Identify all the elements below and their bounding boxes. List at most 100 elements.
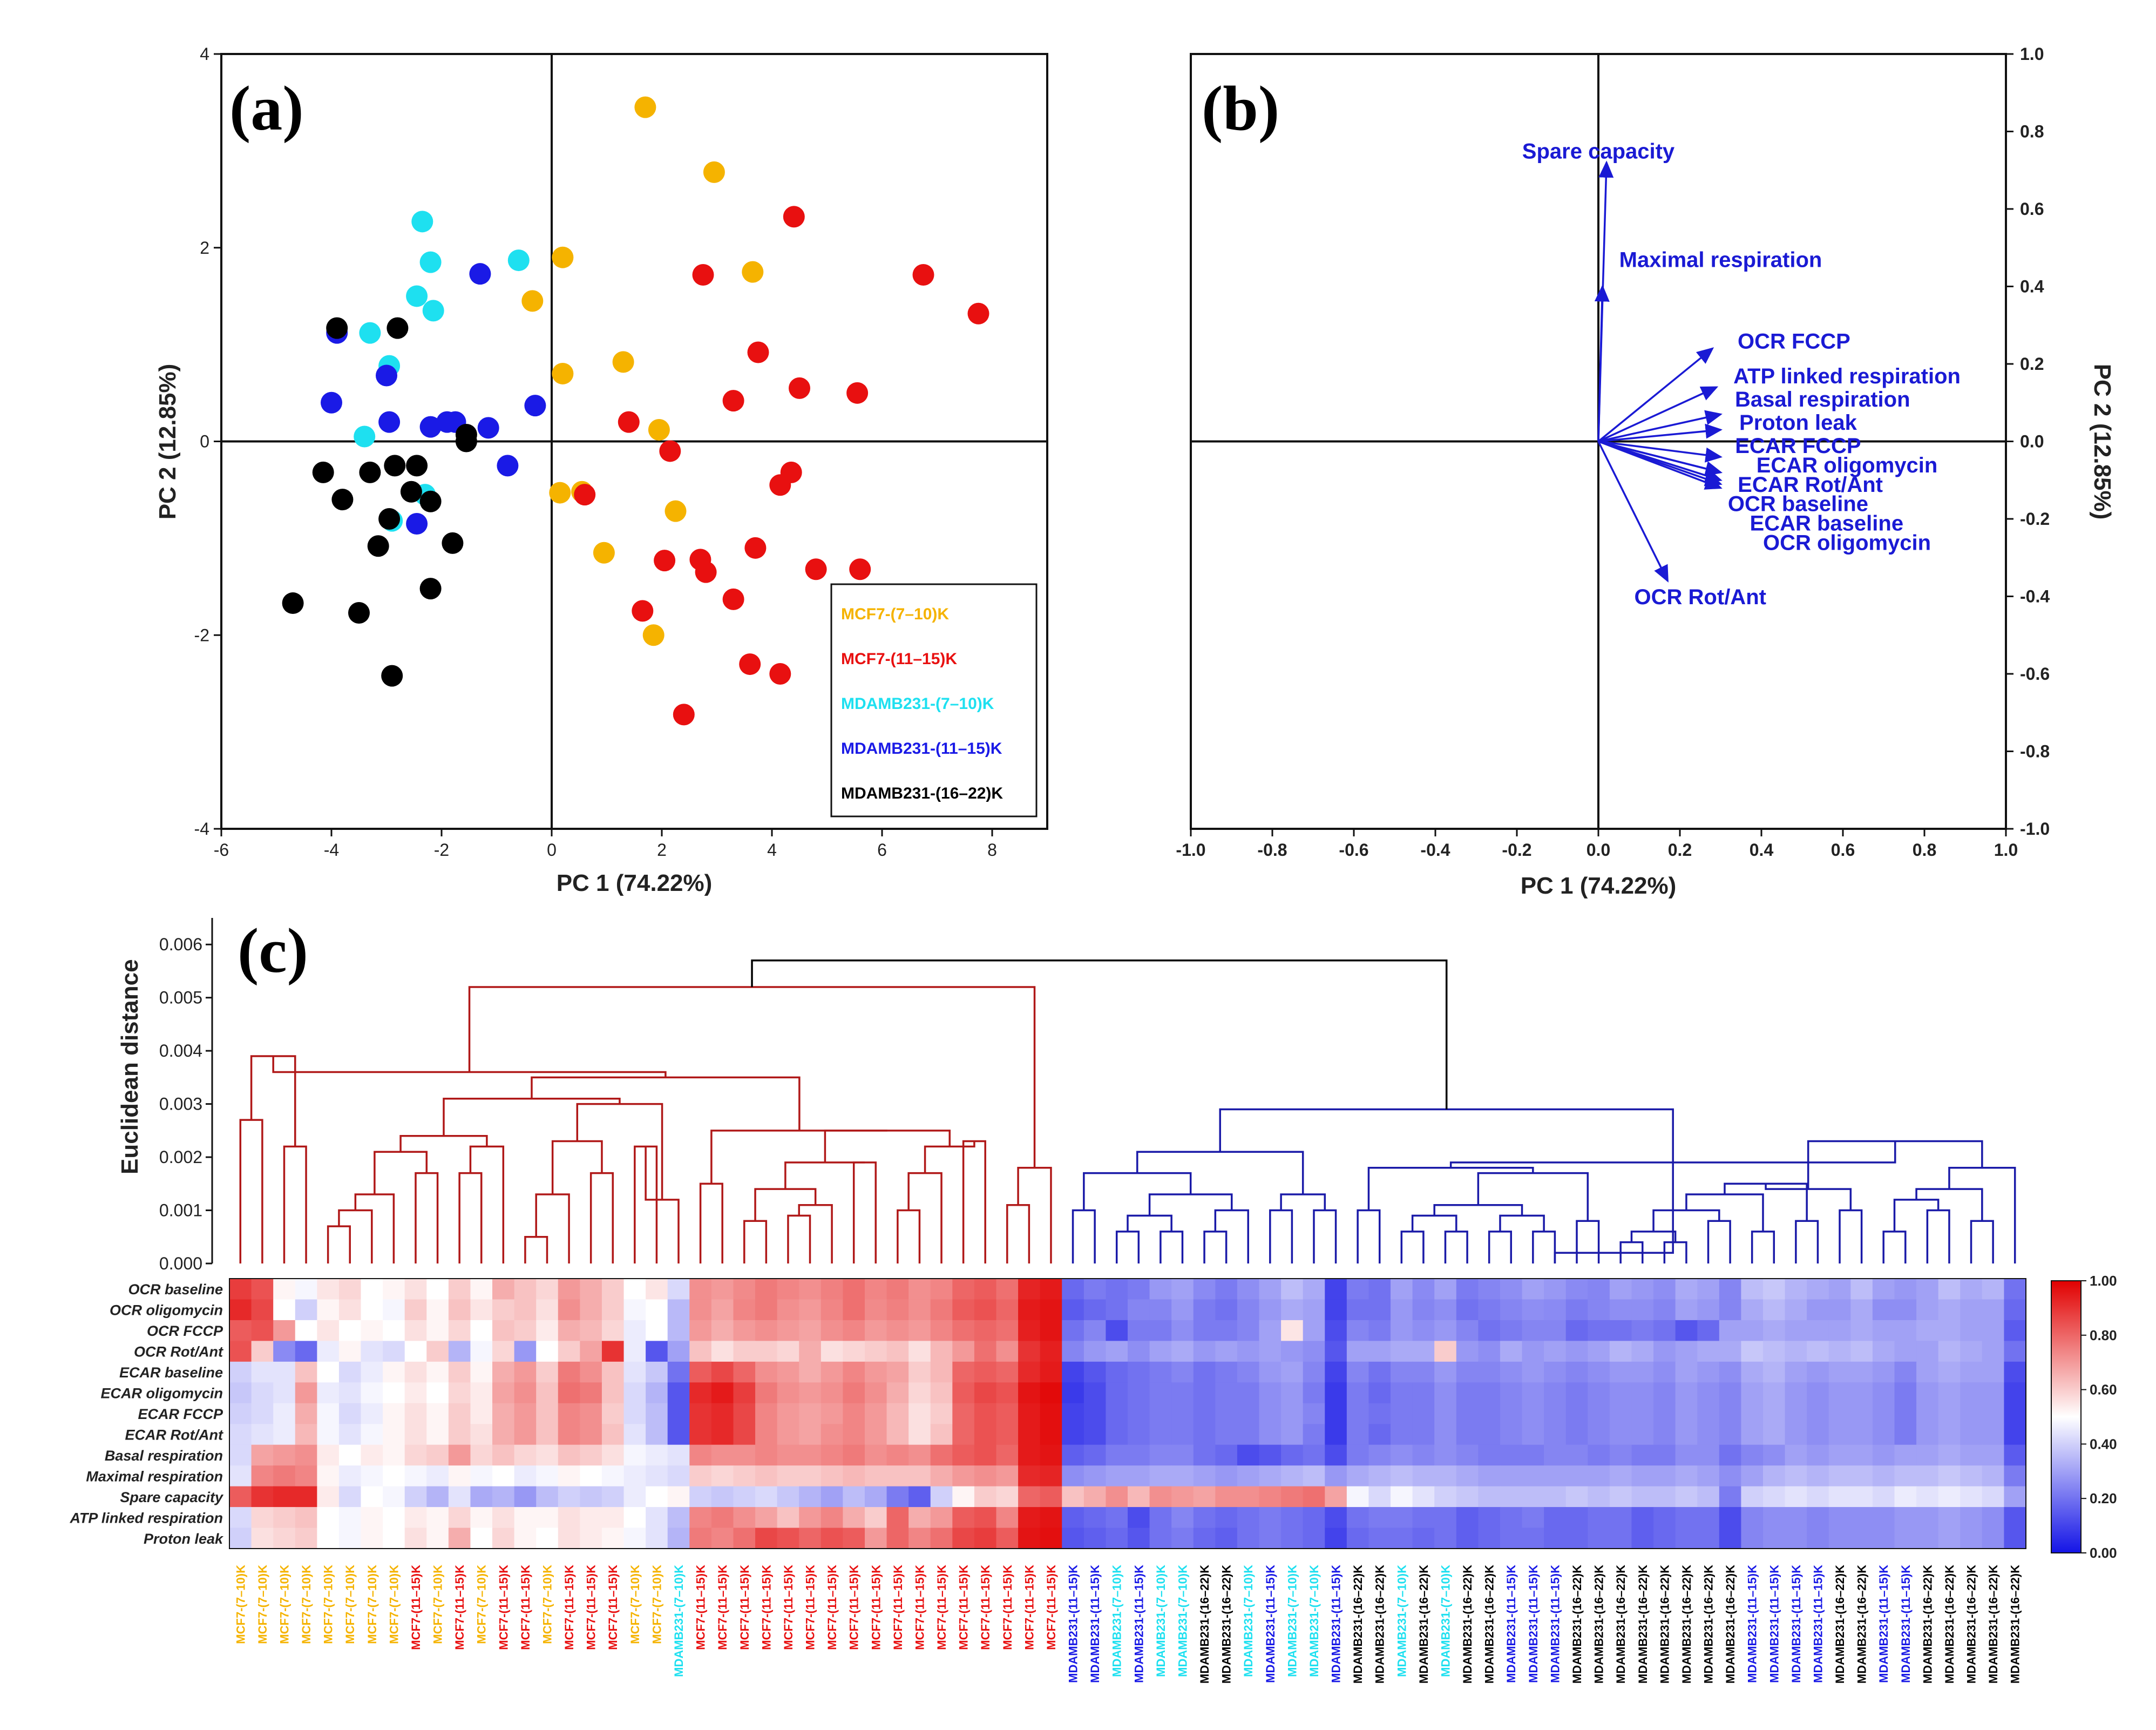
heatmap-cell <box>799 1299 822 1321</box>
heatmap-cell <box>426 1320 449 1341</box>
heatmap-cell <box>404 1320 427 1341</box>
dendro-tick-label: 0.005 <box>159 988 202 1008</box>
heatmap-cell <box>1850 1279 1873 1300</box>
scatter-point <box>552 362 574 384</box>
heatmap-cell <box>558 1279 580 1300</box>
heatmap-column-label: MDAMB231-(11–15)K <box>1811 1565 1825 1683</box>
heatmap-cell <box>1215 1361 1238 1383</box>
heatmap-cell <box>974 1279 997 1300</box>
heatmap-cell <box>514 1403 537 1424</box>
dendrogram-link <box>710 1130 887 1184</box>
dendrogram-link <box>1313 1209 1337 1263</box>
heatmap-cell <box>1697 1341 1720 1362</box>
heatmap-cell <box>1522 1444 1544 1466</box>
heatmap-cell <box>1062 1341 1084 1362</box>
heatmap-cell <box>1412 1507 1435 1529</box>
heatmap-cell <box>1368 1444 1391 1466</box>
heatmap-cell <box>1128 1507 1150 1529</box>
heatmap-cell <box>2004 1320 2026 1341</box>
dendrogram-link <box>1488 1231 1512 1263</box>
heatmap-cell <box>821 1320 843 1341</box>
heatmap-cell <box>1171 1320 1194 1341</box>
heatmap-cell <box>1128 1403 1150 1424</box>
heatmap-column-label: MCF7-(11–15)K <box>453 1565 466 1650</box>
scatter-point <box>497 455 519 477</box>
heatmap-column-label: MDAMB231-(16–22)K <box>2009 1565 2022 1684</box>
heatmap-cell <box>251 1507 274 1529</box>
heatmap-cell <box>777 1341 799 1362</box>
heatmap-cell <box>1062 1424 1084 1445</box>
loading-vector <box>1598 440 1723 463</box>
heatmap-cell <box>317 1424 340 1445</box>
scatter-point <box>321 391 342 414</box>
heatmap-cell <box>1149 1382 1172 1404</box>
heatmap-cell <box>1960 1382 1983 1404</box>
heatmap-cell <box>1500 1528 1523 1549</box>
heatmap-column-label: MCF7-(7–10)K <box>234 1565 247 1644</box>
heatmap-cell <box>1500 1299 1523 1321</box>
heatmap-cell <box>1544 1424 1567 1445</box>
heatmap-cell <box>2004 1279 2026 1300</box>
heatmap-cell <box>1872 1320 1895 1341</box>
heatmap-cell <box>1456 1465 1479 1487</box>
heatmap-cell <box>536 1279 559 1300</box>
heatmap-cell <box>1719 1361 1741 1383</box>
heatmap-cell <box>1675 1528 1698 1549</box>
heatmap-cell <box>295 1382 317 1404</box>
heatmap-cell <box>1982 1299 2005 1321</box>
heatmap-column-label: MCF7-(7–10)K <box>365 1565 379 1644</box>
heatmap-cell <box>317 1320 340 1341</box>
heatmap-cell <box>1982 1486 2005 1508</box>
heatmap-cell <box>361 1444 383 1466</box>
heatmap-cell <box>338 1361 362 1383</box>
scatter-point <box>387 317 409 339</box>
heatmap-cell <box>996 1361 1019 1383</box>
heatmap-cell <box>864 1444 887 1466</box>
heatmap-cell <box>1083 1444 1107 1466</box>
heatmap-cell <box>1412 1424 1435 1445</box>
heatmap-cell <box>1544 1444 1567 1466</box>
heatmap-cell <box>1018 1279 1041 1300</box>
heatmap-cell <box>974 1320 997 1341</box>
heatmap-cell <box>1741 1341 1764 1362</box>
heatmap-cell <box>1522 1507 1544 1529</box>
heatmap-cell <box>1237 1403 1260 1424</box>
heatmap-cell <box>1916 1486 1939 1508</box>
y-tick-label: 0.8 <box>2020 122 2044 141</box>
heatmap-cell <box>1456 1341 1479 1362</box>
heatmap-column-label: MCF7-(11–15)K <box>957 1565 971 1650</box>
heatmap-cell <box>1609 1341 1632 1362</box>
heatmap-cell <box>1106 1299 1128 1321</box>
heatmap-cell <box>317 1465 340 1487</box>
heatmap-cell <box>952 1341 975 1362</box>
heatmap-cell <box>229 1299 252 1321</box>
heatmap-cell <box>404 1444 427 1466</box>
heatmap-cell <box>646 1528 668 1549</box>
heatmap-column-label: MDAMB231-(16–22)K <box>1702 1565 1716 1684</box>
heatmap-cell <box>1215 1465 1238 1487</box>
heatmap-cell <box>1303 1403 1325 1424</box>
legend-box <box>830 583 1038 817</box>
scatter-point <box>312 461 334 483</box>
heatmap-cell <box>601 1444 625 1466</box>
heatmap-cell <box>667 1341 690 1362</box>
heatmap-cell <box>558 1320 580 1341</box>
heatmap-cell <box>1807 1486 1829 1508</box>
dendrogram-link <box>327 1225 351 1263</box>
heatmap-cell <box>426 1444 449 1466</box>
colorbar <box>2051 1280 2082 1553</box>
heatmap-column-label: MCF7-(11–15)K <box>738 1565 751 1650</box>
heatmap-cell <box>952 1403 975 1424</box>
heatmap-cell <box>996 1444 1019 1466</box>
heatmap-cell <box>1762 1444 1786 1466</box>
heatmap-cell <box>514 1361 537 1383</box>
heatmap-cell <box>317 1444 340 1466</box>
heatmap-cell <box>514 1279 537 1300</box>
heatmap-cell <box>1872 1444 1895 1466</box>
heatmap-cell <box>558 1424 580 1445</box>
heatmap-cell <box>755 1465 778 1487</box>
scatter-point <box>331 489 354 511</box>
heatmap-cell <box>601 1528 625 1549</box>
heatmap-cell <box>361 1361 383 1383</box>
heatmap-cell <box>623 1382 646 1404</box>
